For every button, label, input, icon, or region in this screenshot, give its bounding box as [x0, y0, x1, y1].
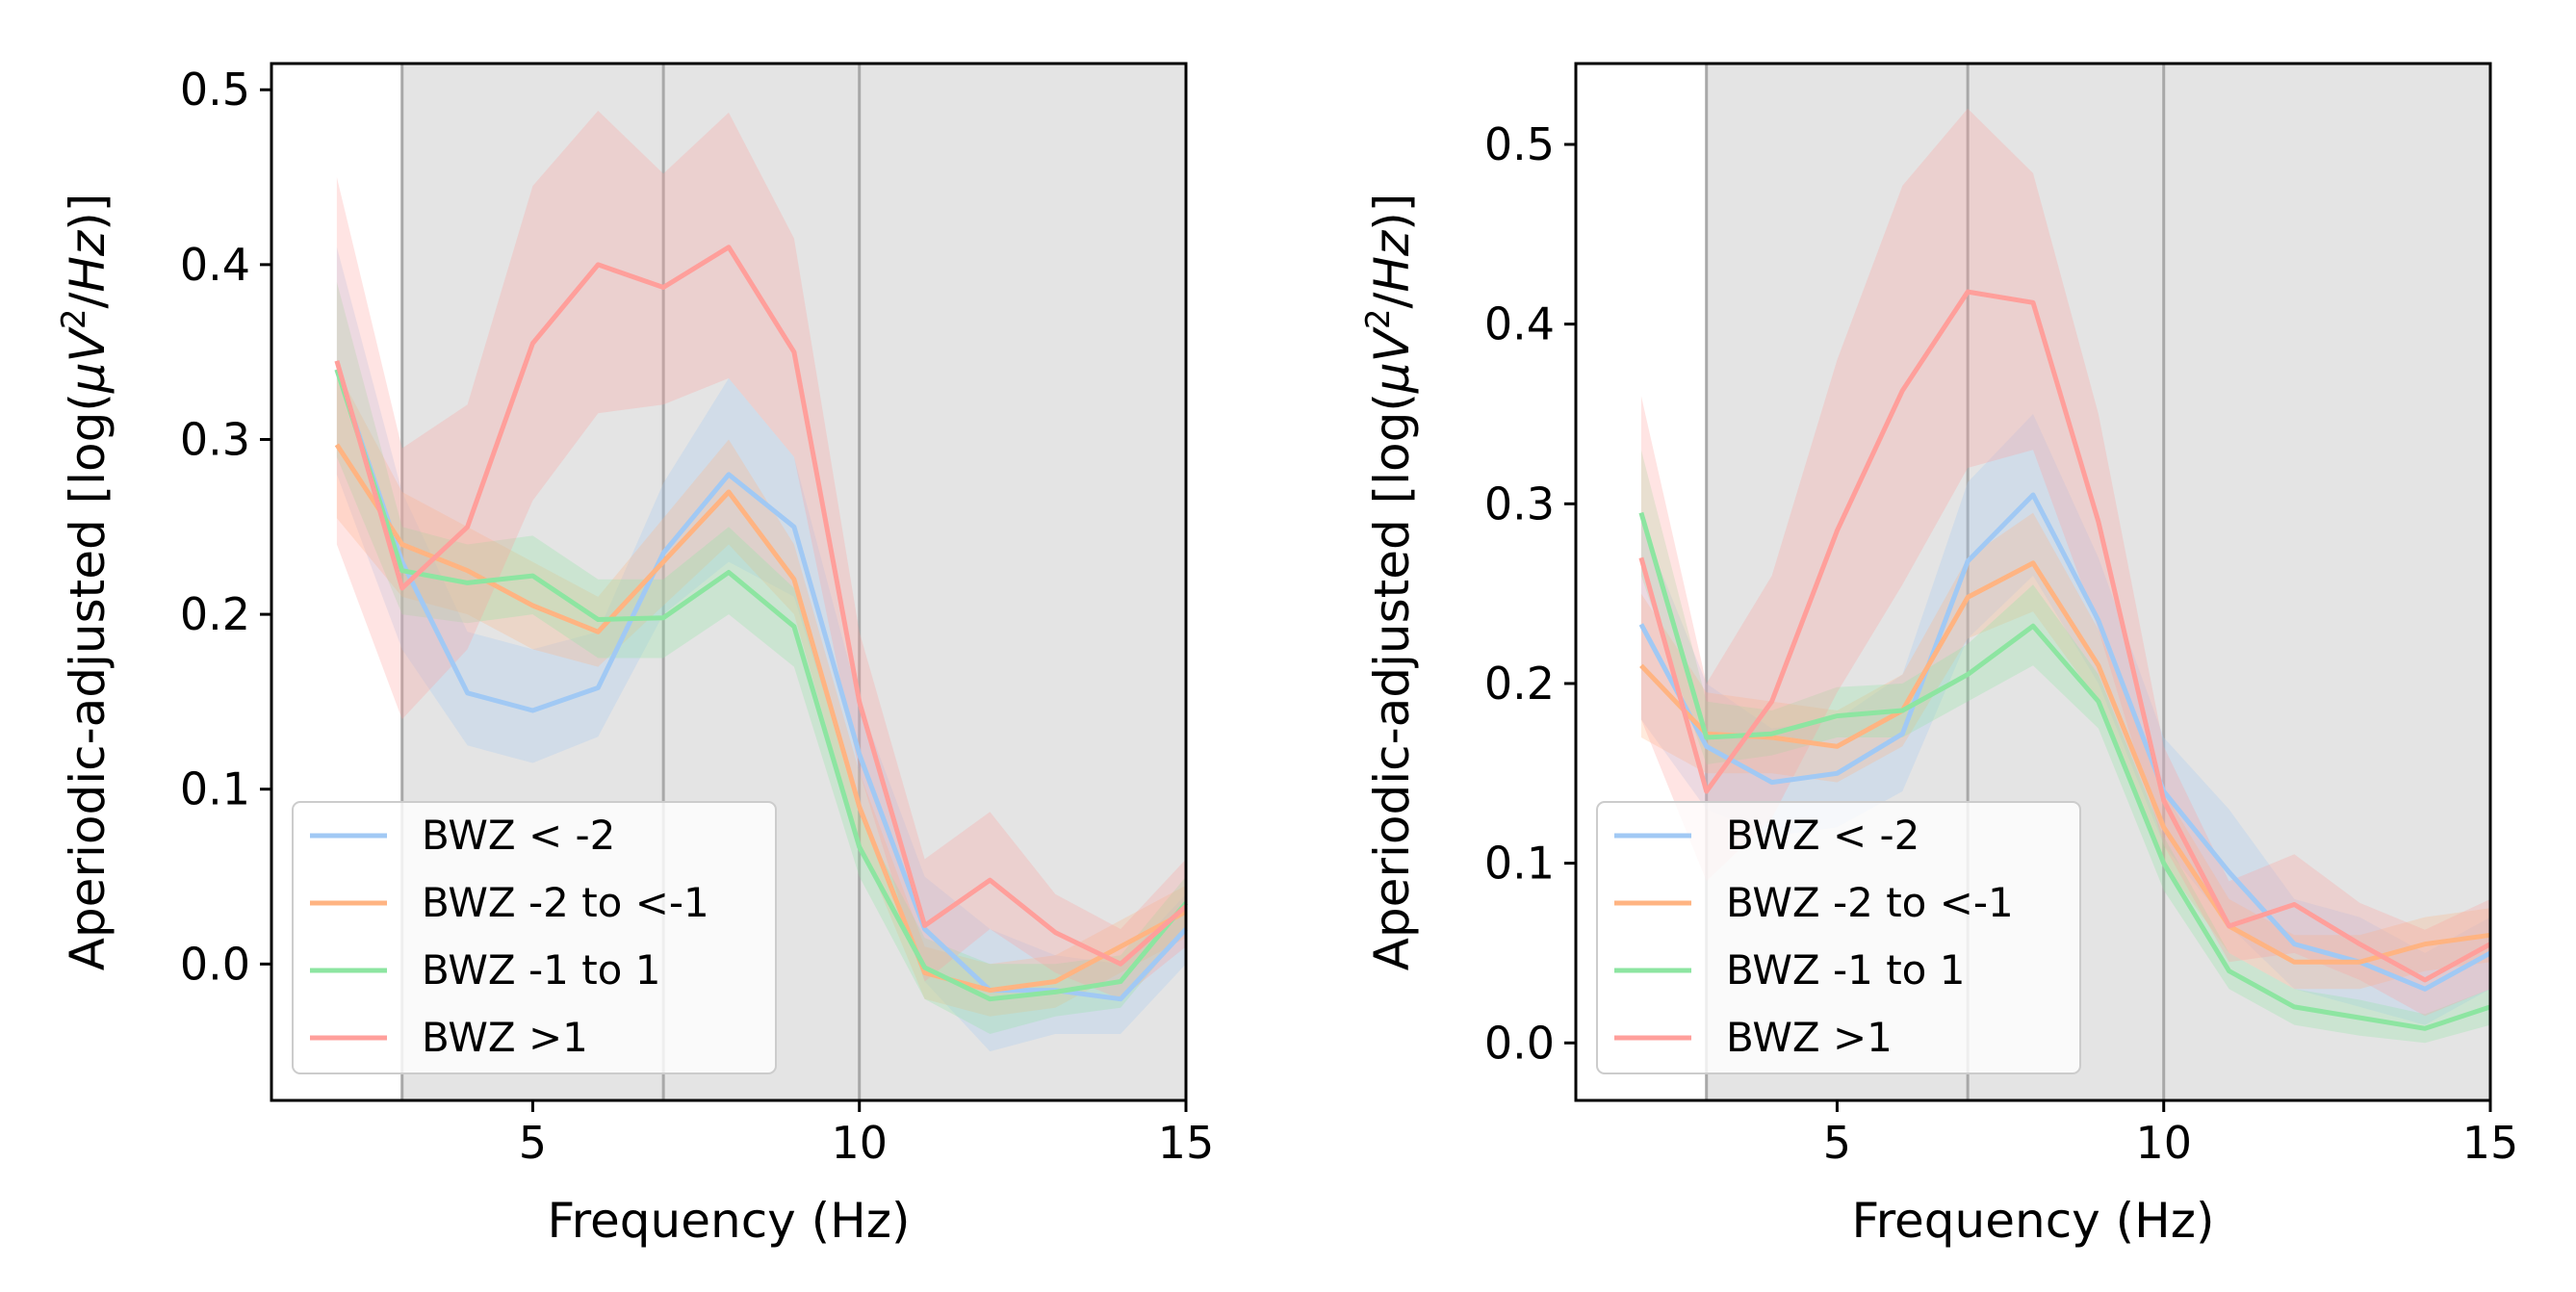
panel1-y-axis-label: Aperiodic-adjusted [log(μV2/Hz)] — [55, 194, 116, 971]
panel1-series-1-band — [336, 246, 1186, 1052]
panel2-legend-label-1: BWZ < -2 — [1726, 812, 1919, 859]
panel2-series-4-line — [1638, 289, 2492, 983]
panel1-legend-label-4: BWZ >1 — [422, 1014, 588, 1061]
panel1-y-tick-label-5: 0.5 — [180, 64, 250, 116]
panel1-y-tick-label-1: 0.1 — [180, 763, 250, 815]
panel2-y-tick-label-5: 0.5 — [1484, 118, 1555, 170]
panel2-x-tick-label-10: 10 — [2135, 1117, 2192, 1169]
panel2-y-axis-label: Aperiodic-adjusted [log(μV2/Hz)] — [1359, 194, 1420, 971]
panel1-axes-frame — [270, 62, 1188, 1102]
panel2-y-label-mu: μ — [1364, 362, 1420, 394]
panel1-x-tick-label-5: 5 — [519, 1117, 547, 1169]
panel2-y-label-sup: 2 — [1359, 308, 1398, 329]
panel1-legend-label-3: BWZ -1 to 1 — [422, 946, 660, 994]
panel1-legend-label-2: BWZ -2 to <-1 — [422, 879, 709, 926]
panel1: 5 10 15 0.0 0.1 0.2 0.3 0.4 0.5 Frequency (Hz) Ape… — [55, 62, 1215, 1249]
panel2-x-tick-label-15: 15 — [2462, 1117, 2519, 1169]
panel1-y-tick-label-2: 0.2 — [180, 588, 250, 640]
panel2-y-tick-label-0: 0.0 — [1484, 1017, 1555, 1069]
panel2-y-tick-label-4: 0.4 — [1484, 298, 1555, 350]
panel2-legend-box — [1596, 801, 2081, 1074]
panel2-y-tick-label-3: 0.3 — [1484, 478, 1555, 530]
panel2-y-tick-label-1: 0.1 — [1484, 838, 1555, 890]
panel1-y-label-hz: Hz — [60, 229, 116, 293]
panel1-series-3-line — [334, 369, 1188, 1002]
panel2-legend-label-2: BWZ -2 to <-1 — [1726, 879, 2014, 926]
panel1-x-tick-label-10: 10 — [831, 1117, 888, 1169]
panel2-x-tick-label-5: 5 — [1823, 1117, 1851, 1169]
panel1-x-tick-label-15: 15 — [1158, 1117, 1215, 1169]
panel2-y-label-slash: / — [1364, 292, 1420, 308]
panel1-legend: BWZ < -2 BWZ -2 to <-1 BWZ -1 to 1 BWZ >1 — [292, 801, 777, 1074]
panel1-series-2-line — [334, 443, 1188, 994]
panel2-series-1-line — [1638, 492, 2492, 992]
panel2-axes-frame — [1574, 62, 2492, 1102]
panel1-y-tick-label-3: 0.3 — [180, 413, 250, 465]
panel2-series-2-band — [1640, 512, 2490, 990]
panel2-series-4-band — [1640, 108, 2490, 1017]
panel2-y-label-text: Aperiodic-adjusted [log( — [1364, 393, 1420, 970]
panel1-y-label-slash: / — [60, 292, 116, 308]
panel1-y-tick-label-4: 0.4 — [180, 239, 250, 291]
panel2-y-label-close: )] — [1364, 194, 1420, 231]
panel2-x-axis-label: Frequency (Hz) — [1851, 1193, 2214, 1249]
panel2-legend-label-4: BWZ >1 — [1726, 1014, 1893, 1061]
panel2-series-2-line — [1639, 560, 2491, 965]
panel1-y-label-sup: 2 — [55, 308, 93, 329]
panel1-series-4-band — [336, 111, 1186, 999]
panel2-y-tick-label-2: 0.2 — [1484, 658, 1555, 710]
panel1-y-label-mu: μ — [60, 362, 116, 394]
panel2-y-label-hz: Hz — [1364, 229, 1420, 293]
panel1-legend-label-1: BWZ < -2 — [422, 812, 615, 859]
panel2-series-3-line — [1638, 511, 2491, 1031]
panel1-y-label-v: V — [60, 325, 116, 362]
panel1-series-1-line — [334, 368, 1188, 1002]
panel2-series-1-band — [1640, 414, 2490, 1025]
panel2: 5 10 15 0.0 0.1 0.2 0.3 0.4 0.5 Frequency (Hz) Ape… — [1359, 62, 2519, 1249]
panel1-x-axis-label: Frequency (Hz) — [547, 1193, 910, 1249]
panel2-legend-label-3: BWZ -1 to 1 — [1726, 946, 1965, 994]
panel1-y-label-text: Aperiodic-adjusted [log( — [60, 393, 116, 970]
panel2-legend: BWZ < -2 BWZ -2 to <-1 BWZ -1 to 1 BWZ >1 — [1596, 801, 2081, 1074]
panel1-y-tick-label-0: 0.0 — [180, 938, 250, 990]
panel1-series-4-line — [334, 245, 1188, 967]
panel1-legend-box — [292, 801, 777, 1074]
panel1-y-label-close: )] — [60, 194, 116, 231]
panel2-y-label-v: V — [1364, 325, 1420, 362]
